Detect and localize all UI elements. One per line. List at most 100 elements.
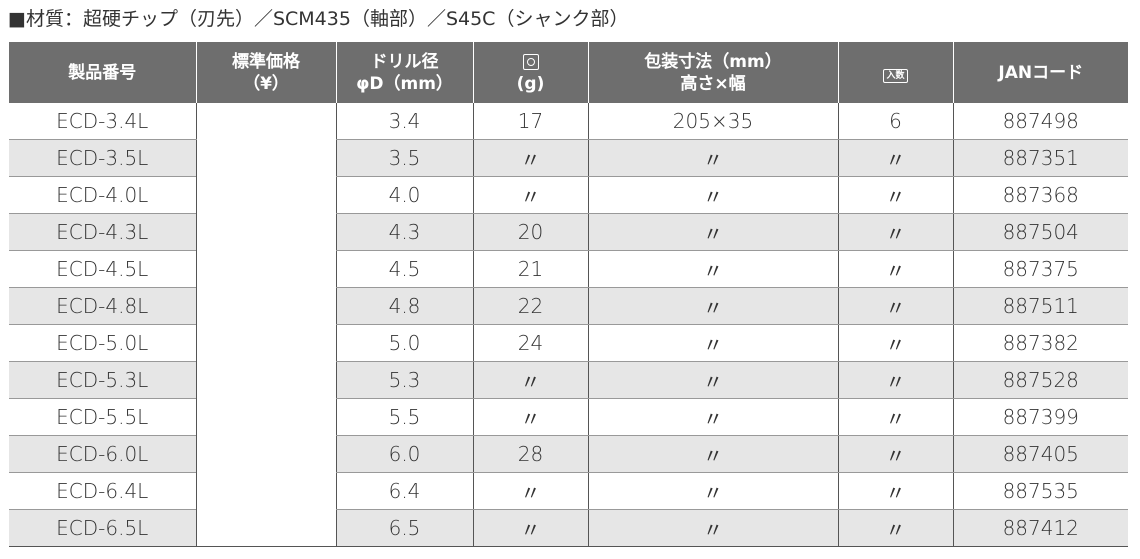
table-cell: 〃: [837, 213, 953, 251]
table-cell: ECD-6.4L: [9, 472, 196, 510]
table-row: ECD-3.4L 3.4 17 205×35 6 887498: [9, 103, 1128, 547]
table-cell: 〃: [587, 398, 838, 436]
table-row: ECD-4.8L 4.8 22 〃〃 887511: [9, 287, 1128, 325]
table-cell: 〃: [837, 139, 953, 177]
header-text: JANコード: [998, 62, 1084, 83]
table-cell: 〃: [472, 509, 588, 547]
table-cell: 6.0: [335, 435, 473, 473]
table-cell: 887412: [952, 509, 1128, 547]
table-cell: 〃: [587, 250, 838, 288]
table-row: ECD-5.3L 5.3 〃〃〃 887528: [9, 361, 1128, 399]
header-text: ドリル径: [370, 51, 439, 72]
table-cell: 〃: [587, 287, 838, 325]
header-text: (g): [516, 73, 545, 94]
price-cell: [195, 103, 336, 547]
header-row: 製品番号 標準価格 （¥） ドリル径 φD（mm） (g) 包装寸法（mm） 高さ×幅 入数 JA…: [9, 42, 1128, 103]
table-cell: ECD-5.0L: [9, 324, 196, 362]
table-cell: 〃: [472, 398, 588, 436]
table-cell: 205×35: [587, 103, 838, 140]
table-row: ECD-4.0L 4.0 〃〃〃 887368: [9, 176, 1128, 214]
table-cell: 887535: [952, 472, 1128, 510]
table-cell: 〃: [837, 472, 953, 510]
table-cell: 887498: [952, 103, 1128, 140]
table-cell: 6: [837, 103, 953, 140]
table-cell: 〃: [587, 435, 838, 473]
table-cell: ECD-3.5L: [9, 139, 196, 177]
table-cell: 〃: [472, 472, 588, 510]
table-cell: 4.8: [335, 287, 473, 325]
table-cell: ECD-3.4L: [9, 103, 196, 140]
table-cell: 〃: [837, 509, 953, 547]
table-cell: 〃: [472, 139, 588, 177]
table-cell: 887368: [952, 176, 1128, 214]
header-text: 包装寸法（mm）: [644, 51, 782, 72]
table-cell: 887375: [952, 250, 1128, 288]
weight-icon: [522, 53, 539, 70]
header-text: φD（mm）: [356, 73, 453, 94]
table-cell: ECD-5.5L: [9, 398, 196, 436]
table-body: ECD-3.4L 3.4 17 205×35 6 887498 ECD-3.5L 3.5 〃〃〃…: [9, 103, 1128, 547]
table-cell: 〃: [587, 176, 838, 214]
table-cell: 〃: [837, 176, 953, 214]
table-cell: ECD-4.8L: [9, 287, 196, 325]
table-cell: 887511: [952, 287, 1128, 325]
table-cell: 〃: [837, 361, 953, 399]
table-row: ECD-6.5L 6.5 〃〃〃 887412: [9, 509, 1128, 547]
header-text: 入数: [883, 68, 908, 83]
table-row: ECD-3.5L 3.5 〃〃〃 887351: [9, 139, 1128, 177]
table-cell: 6.4: [335, 472, 473, 510]
table-row: ECD-6.0L 6.0 28 〃〃 887405: [9, 435, 1128, 473]
table-cell: ECD-6.0L: [9, 435, 196, 473]
header-cell: 入数: [837, 42, 953, 103]
table-cell: 887528: [952, 361, 1128, 399]
table-cell: 〃: [837, 287, 953, 325]
header-cell: 包装寸法（mm） 高さ×幅: [587, 42, 838, 103]
table-cell: 〃: [837, 435, 953, 473]
header-cell: (g): [472, 42, 588, 103]
header-text: 製品番号: [68, 62, 137, 83]
table-cell: 5.3: [335, 361, 473, 399]
table-cell: 887405: [952, 435, 1128, 473]
table-cell: 〃: [587, 139, 838, 177]
table-cell: 〃: [837, 324, 953, 362]
table-cell: 887399: [952, 398, 1128, 436]
table-cell: 4.0: [335, 176, 473, 214]
table-cell: 22: [472, 287, 588, 325]
table-cell: 〃: [837, 398, 953, 436]
table-cell: 6.5: [335, 509, 473, 547]
table-cell: 887504: [952, 213, 1128, 251]
table-cell: 〃: [472, 176, 588, 214]
table-cell: ECD-6.5L: [9, 509, 196, 547]
caption: ■材質：超硬チップ（刃先）／SCM435（軸部）／S45C（シャンク部）: [8, 8, 629, 30]
header-text: 標準価格: [232, 51, 300, 72]
table-cell: 3.5: [335, 139, 473, 177]
table-cell: 5.5: [335, 398, 473, 436]
table-cell: 〃: [587, 361, 838, 399]
table-cell: 3.4: [335, 103, 473, 140]
table-cell: 17: [472, 103, 588, 140]
table-row: ECD-5.0L 5.0 24 〃〃 887382: [9, 324, 1128, 362]
table-row: ECD-4.3L 4.3 20 〃〃 887504: [9, 213, 1128, 251]
spec-table: 製品番号 標準価格 （¥） ドリル径 φD（mm） (g) 包装寸法（mm） 高さ×幅 入数 JA…: [9, 42, 1128, 547]
table-cell: 21: [472, 250, 588, 288]
table-cell: ECD-4.3L: [9, 213, 196, 251]
header-cell: 製品番号: [9, 42, 196, 103]
table-cell: 4.5: [335, 250, 473, 288]
table-row: ECD-6.4L 6.4 〃〃〃 887535: [9, 472, 1128, 510]
table-row: ECD-5.5L 5.5 〃〃〃 887399: [9, 398, 1128, 436]
table-cell: 〃: [587, 509, 838, 547]
table-cell: 4.3: [335, 213, 473, 251]
table-cell: ECD-5.3L: [9, 361, 196, 399]
table-cell: 〃: [837, 250, 953, 288]
table-row: ECD-4.5L 4.5 21 〃〃 887375: [9, 250, 1128, 288]
table-cell: 〃: [587, 472, 838, 510]
table-cell: 〃: [472, 361, 588, 399]
header-cell: 標準価格 （¥）: [195, 42, 336, 103]
table-cell: 887351: [952, 139, 1128, 177]
header-cell: JANコード: [952, 42, 1128, 103]
header-cell: ドリル径 φD（mm）: [335, 42, 473, 103]
table-cell: 24: [472, 324, 588, 362]
table-cell: 5.0: [335, 324, 473, 362]
table-cell: ECD-4.5L: [9, 250, 196, 288]
